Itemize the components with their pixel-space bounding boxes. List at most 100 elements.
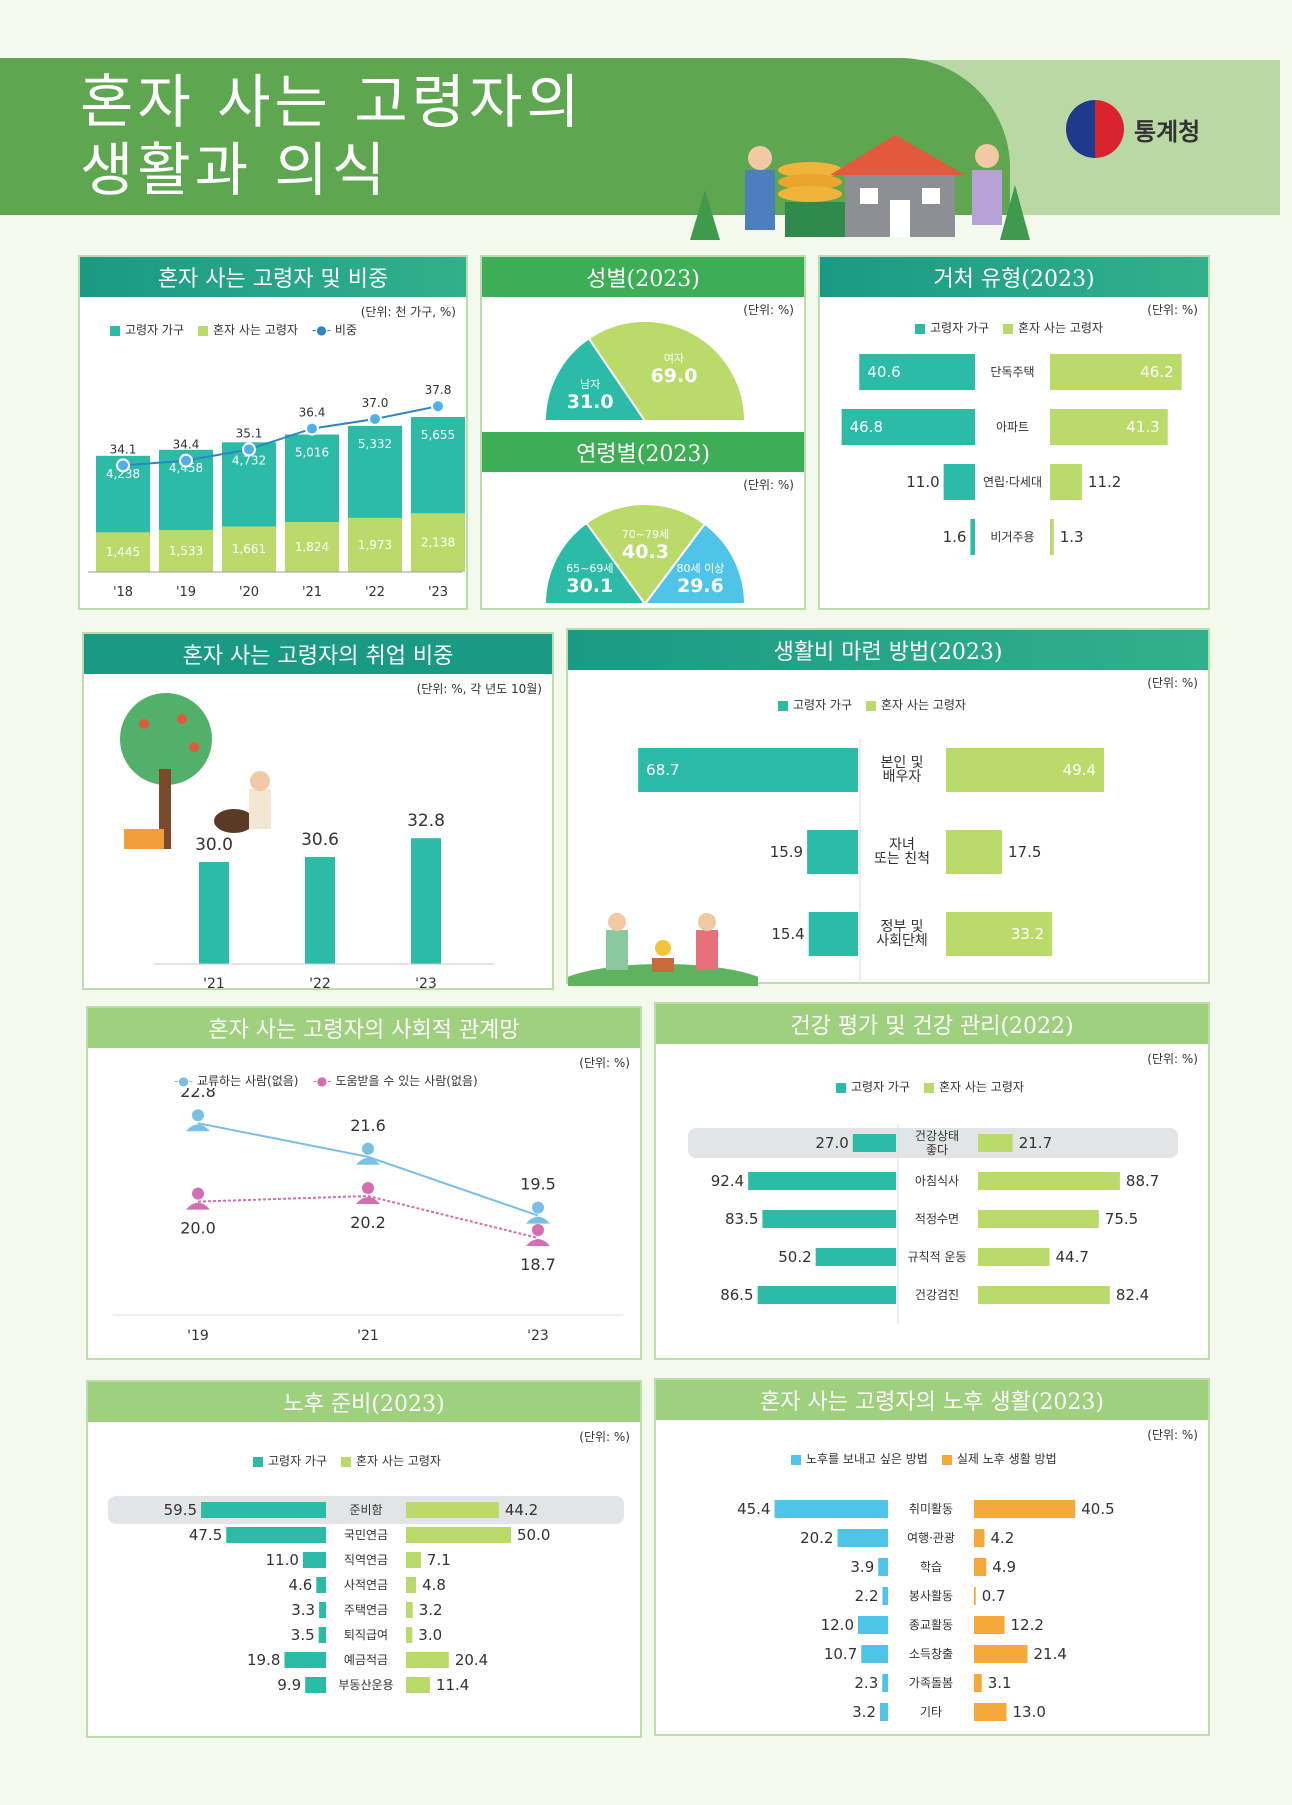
apple-icon <box>139 719 149 729</box>
data-label: 50.2 <box>778 1248 811 1266</box>
data-label: 86.5 <box>720 1286 753 1304</box>
data-label: 4,732 <box>232 453 266 467</box>
bar-left <box>316 1577 326 1593</box>
data-label: 4.8 <box>422 1576 446 1594</box>
data-label: 4.2 <box>991 1529 1015 1547</box>
data-label: 46.2 <box>1140 363 1173 381</box>
panel-housing-type: 거처 유형(2023) (단위: %) 고령자 가구 혼자 사는 고령자 40.… <box>818 255 1210 610</box>
panel-gender-age: 성별(2023) (단위: %) 남자 31.0 여자 69.0 연령별(2023) … <box>480 255 806 610</box>
bar-right <box>946 748 1105 792</box>
bar-living-alone <box>96 532 150 572</box>
chart-households: 4,238 1,445 '18 4,458 1,533 '19 4,732 1,661 '20 5… <box>88 383 465 600</box>
data-label: 1,824 <box>295 540 329 554</box>
panel-title: 노후 준비(2023) <box>88 1382 640 1422</box>
data-label: 2.2 <box>855 1587 879 1605</box>
legend: -●- 교류하는 사람(없음) -●- 도움받을 수 있는 사람(없음) <box>174 1072 478 1089</box>
bar-left <box>774 1500 888 1518</box>
share-point <box>305 421 319 436</box>
data-label: 49.4 <box>1063 761 1096 779</box>
pie-slice <box>585 503 707 606</box>
apple-icon <box>189 742 199 752</box>
panel-title: 건강 평가 및 건강 관리(2022) <box>656 1004 1208 1044</box>
panel-title: 혼자 사는 고령자 및 비중 <box>80 257 466 297</box>
data-label: 12.0 <box>821 1616 854 1634</box>
category-label: 적정수면 <box>915 1212 959 1226</box>
bar <box>305 856 335 964</box>
tree-icon <box>120 693 212 785</box>
data-label: 33.2 <box>1011 925 1044 943</box>
chart-employment: 30.0 '21 30.6 '22 32.8 '23 <box>154 811 494 989</box>
bar-right <box>1050 519 1054 555</box>
bar-right <box>974 1587 976 1605</box>
bar-left <box>858 1616 888 1634</box>
bar-right <box>406 1602 413 1618</box>
slice-label: 남자 <box>580 378 600 391</box>
baker-head-icon <box>250 771 270 791</box>
grandfather-icon <box>606 930 628 970</box>
bar-right <box>974 1500 1076 1518</box>
data-label: 75.5 <box>1105 1210 1138 1228</box>
window-icon <box>860 188 878 204</box>
data-label: 4.6 <box>288 1576 312 1594</box>
x-tick-label: '18 <box>113 585 133 600</box>
legend: 고령자 가구 혼자 사는 고령자 <box>253 1452 441 1469</box>
unit-label: (단위: %) <box>743 303 794 317</box>
data-label: 4,238 <box>106 467 140 481</box>
x-tick-label: '19 <box>187 1328 209 1344</box>
x-tick-label: '21 <box>203 976 225 989</box>
legend: 고령자 가구 혼자 사는 고령자 -●- 비중 <box>110 321 357 338</box>
slice-value: 30.1 <box>566 575 613 597</box>
data-label: 0.7 <box>982 1587 1006 1605</box>
data-label: 2.3 <box>854 1674 878 1692</box>
data-label: 1,533 <box>169 544 203 558</box>
category-label: 아파트 <box>996 420 1029 434</box>
data-label: 46.8 <box>850 418 883 436</box>
data-label: 50.0 <box>517 1526 550 1544</box>
x-tick-label: '21 <box>302 585 322 600</box>
bar-left <box>861 1645 888 1663</box>
data-label: 1,661 <box>232 542 266 556</box>
bar-right <box>974 1529 985 1547</box>
bar-left <box>201 1502 326 1518</box>
data-label: 1,973 <box>358 538 392 552</box>
grandmother-icon <box>696 930 718 970</box>
data-label: 21.4 <box>1034 1645 1067 1663</box>
window-icon <box>922 188 940 204</box>
unit-label: (단위: %, 각 년도 10월) <box>416 682 542 696</box>
category-label: 아침식사 <box>915 1174 959 1188</box>
bar-right <box>406 1527 511 1543</box>
person-head-icon <box>192 1109 204 1122</box>
slice-value: 40.3 <box>622 541 669 563</box>
data-label: 3.9 <box>850 1558 874 1576</box>
bar-right <box>1050 464 1082 500</box>
grandfather-head-icon <box>608 913 626 931</box>
bar-living-alone <box>222 526 276 572</box>
bar-living-alone <box>411 513 465 572</box>
bar-right <box>406 1577 417 1593</box>
data-label: 59.5 <box>164 1501 197 1519</box>
unit-label: (단위: %) <box>579 1430 630 1444</box>
data-label: 20.4 <box>455 1651 488 1669</box>
legend-item: -●- 교류하는 사람(없음) <box>174 1074 299 1088</box>
category-label: 본인 및 배우자 <box>880 755 923 785</box>
category-label: 직역연금 <box>344 1553 388 1567</box>
bar-right <box>974 1703 1007 1721</box>
legend-item: 고령자 가구 <box>253 1452 327 1469</box>
category-label: 퇴직급여 <box>344 1628 388 1642</box>
data-label: 11.0 <box>906 473 939 491</box>
bar-left <box>319 1602 326 1618</box>
panel-health: 건강 평가 및 건강 관리(2022) (단위: %) 고령자 가구 혼자 사는… <box>654 1002 1210 1360</box>
data-label: 7.1 <box>427 1551 451 1569</box>
slice-label: 65~69세 <box>566 562 613 575</box>
series-line <box>197 1194 539 1239</box>
bar-left <box>859 354 975 390</box>
chart-retirement-life: 45.4 40.5 취미활동 20.2 4.2 여행·관광 3.9 4.9 학습 2.2 0.7 봉사… <box>737 1500 1115 1721</box>
panel-title: 혼자 사는 고령자의 취업 비중 <box>84 634 552 674</box>
slice-label: 70~79세 <box>622 528 669 541</box>
page-title: 혼자 사는 고령자의 생활과 의식 <box>80 68 584 204</box>
category-label: 연립·다세대 <box>983 475 1042 489</box>
data-label: 19.8 <box>247 1651 280 1669</box>
unit-label: (단위: %) <box>579 1056 630 1070</box>
data-label: 1.3 <box>1060 528 1084 546</box>
slice-value: 69.0 <box>651 365 698 387</box>
